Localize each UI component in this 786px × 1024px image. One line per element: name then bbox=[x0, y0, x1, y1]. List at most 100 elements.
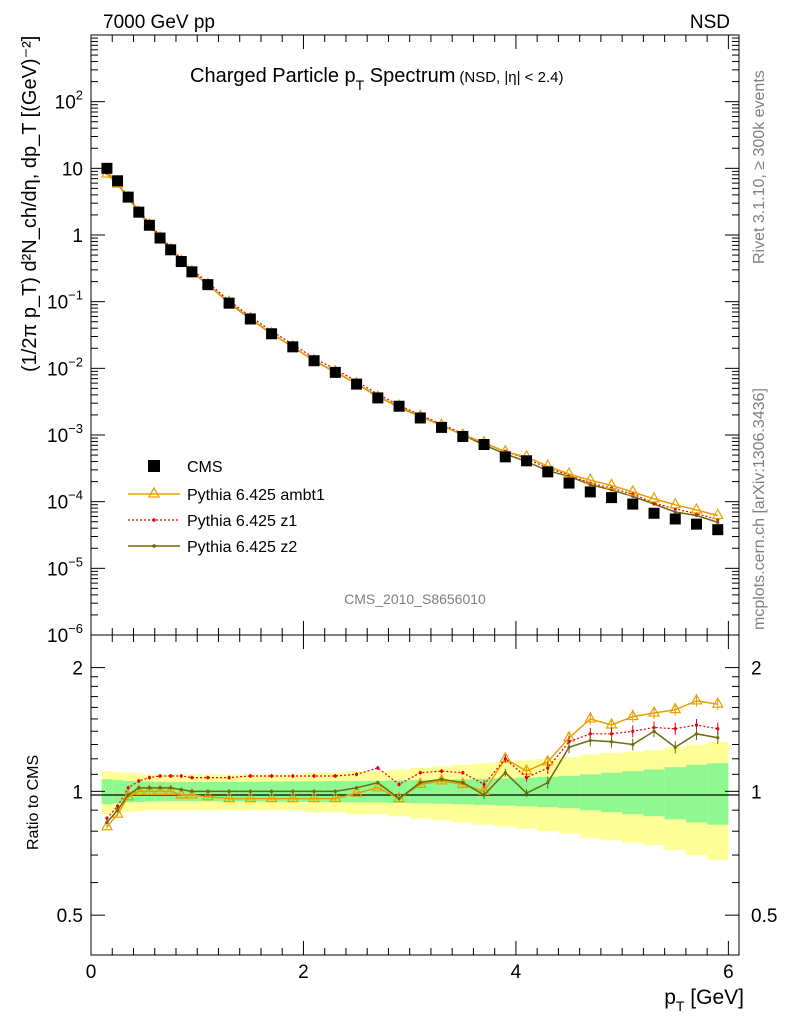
cms-stat-uncertainty-band bbox=[622, 771, 644, 815]
cms-stat-uncertainty-band bbox=[707, 763, 729, 825]
ratio-y-tick-label-right: 2 bbox=[751, 659, 762, 680]
cms-data-point bbox=[584, 486, 596, 498]
ratio-point-1 bbox=[312, 774, 316, 778]
ratio-line-1 bbox=[106, 724, 718, 819]
legend-label-z1: Pythia 6.425 z1 bbox=[187, 513, 297, 530]
cms-data-point bbox=[606, 492, 618, 504]
x-tick-label: 2 bbox=[298, 962, 309, 983]
ratio-line-2 bbox=[106, 730, 718, 823]
ratio-point-2 bbox=[354, 786, 359, 790]
ratio-point-ambt1 bbox=[329, 791, 342, 803]
ratio-point-2 bbox=[147, 786, 152, 790]
ratio-point-2 bbox=[694, 732, 699, 736]
legend-marker-z2 bbox=[152, 544, 156, 548]
ratio-point-1 bbox=[115, 804, 120, 808]
ratio-point-1 bbox=[482, 782, 486, 786]
ratio-point-ambt1 bbox=[122, 789, 135, 801]
spectrum-y-tick-label: 10−3 bbox=[47, 421, 83, 447]
cms-data-point bbox=[457, 430, 469, 442]
cms-data-point bbox=[175, 256, 187, 268]
cms-data-point bbox=[563, 477, 575, 489]
ratio-point-2 bbox=[503, 771, 507, 775]
ratio-point-2 bbox=[397, 797, 401, 801]
spectrum-point-ambt1 bbox=[584, 472, 597, 484]
ratio-point-1 bbox=[248, 774, 252, 778]
ratio-point-2 bbox=[631, 742, 635, 747]
ratio-point-1 bbox=[105, 816, 109, 820]
rivet-label: Rivet 3.1.10, ≥ 300k events bbox=[751, 70, 768, 264]
cms-uncertainty-bands bbox=[101, 741, 729, 861]
ratio-point-2 bbox=[137, 786, 141, 790]
chart-title-main: Charged Particle p bbox=[190, 65, 356, 87]
ratio-point-ambt1 bbox=[265, 791, 278, 803]
cms-stat-uncertainty-band bbox=[112, 780, 123, 804]
ratio-point-ambt1 bbox=[154, 784, 167, 795]
spectrum-series bbox=[100, 162, 724, 536]
cms-stat-uncertainty-band bbox=[600, 772, 623, 813]
ratio-point-2 bbox=[312, 789, 316, 793]
cms-stat-uncertainty-band bbox=[537, 776, 559, 808]
analysis-watermark: CMS_2010_S8656010 bbox=[344, 591, 486, 607]
ratio-y-tick-label: 0.5 bbox=[57, 906, 83, 927]
ratio-point-2 bbox=[652, 729, 656, 733]
cms-data-point bbox=[691, 518, 703, 530]
ratio-point-2 bbox=[269, 789, 274, 793]
ratio-point-ambt1 bbox=[350, 785, 363, 797]
ratio-point-1 bbox=[418, 771, 422, 775]
legend-label-ambt1: Pythia 6.425 ambt1 bbox=[187, 487, 325, 504]
header-right: NSD bbox=[690, 12, 730, 33]
cms-data-point bbox=[112, 175, 124, 187]
ratio-point-2 bbox=[588, 738, 592, 743]
spectrum-point-ambt1 bbox=[563, 466, 576, 478]
spectrum-y-tick-label: 10 bbox=[62, 159, 83, 180]
spectrum-y-tick-label: 10−6 bbox=[47, 621, 83, 647]
cms-data-point bbox=[627, 498, 639, 510]
cms-data-point bbox=[308, 355, 320, 367]
ratio-point-2 bbox=[524, 791, 529, 795]
ratio-point-ambt1 bbox=[223, 791, 236, 803]
ratio-point-1 bbox=[227, 776, 231, 780]
cms-stat-uncertainty-band bbox=[175, 781, 187, 802]
spectrum-point-ambt1 bbox=[669, 497, 682, 509]
spectrum-point-ambt1 bbox=[711, 508, 724, 520]
ratio-point-1 bbox=[673, 727, 677, 731]
cms-stat-uncertainty-band bbox=[579, 774, 601, 811]
spectrum-y-tick-label: 10−1 bbox=[47, 288, 83, 314]
ratio-point-1 bbox=[269, 774, 274, 778]
ratio-y-tick-label-right: 1 bbox=[751, 782, 762, 803]
ratio-point-2 bbox=[333, 789, 337, 793]
cms-data-point bbox=[372, 392, 384, 404]
ratio-y-tick-label: 2 bbox=[72, 659, 83, 680]
cms-data-point bbox=[521, 455, 533, 467]
legend-label-cms: CMS bbox=[187, 459, 223, 476]
legend-entry-ambt1: Pythia 6.425 ambt1 bbox=[128, 486, 325, 504]
spectrum-point-3 bbox=[673, 510, 677, 514]
ratio-point-ambt1 bbox=[308, 791, 321, 803]
spectrum-point-ambt1 bbox=[605, 478, 618, 490]
cms-stat-uncertainty-band bbox=[430, 779, 453, 804]
ratio-series bbox=[100, 693, 724, 831]
cms-stat-uncertainty-band bbox=[101, 779, 113, 805]
ratio-point-2 bbox=[248, 789, 252, 793]
ratio-point-ambt1 bbox=[584, 711, 597, 723]
ratio-point-2 bbox=[158, 786, 162, 790]
cms-data-point bbox=[186, 266, 198, 278]
ratio-point-1 bbox=[588, 732, 592, 736]
ratio-y-tick-label-right: 0.5 bbox=[751, 906, 777, 927]
ratio-point-1 bbox=[694, 723, 699, 727]
ratio-point-1 bbox=[376, 766, 380, 770]
ratio-point-2 bbox=[115, 808, 120, 812]
spectrum-point-ambt1 bbox=[647, 491, 661, 503]
ratio-y-tick-label: 1 bbox=[72, 782, 83, 803]
spectrum-y-tick-label: 102 bbox=[55, 88, 83, 114]
spectrum-y-tick-label: 10−2 bbox=[47, 354, 83, 380]
ratio-point-1 bbox=[461, 771, 465, 775]
cms-data-point bbox=[202, 279, 214, 291]
ratio-point-1 bbox=[716, 727, 720, 731]
spectrum-point-ambt1 bbox=[626, 484, 639, 496]
cms-data-point bbox=[101, 162, 113, 174]
cms-data-point bbox=[669, 513, 681, 525]
cms-data-point bbox=[223, 297, 235, 309]
spectrum-point-3 bbox=[631, 494, 635, 498]
